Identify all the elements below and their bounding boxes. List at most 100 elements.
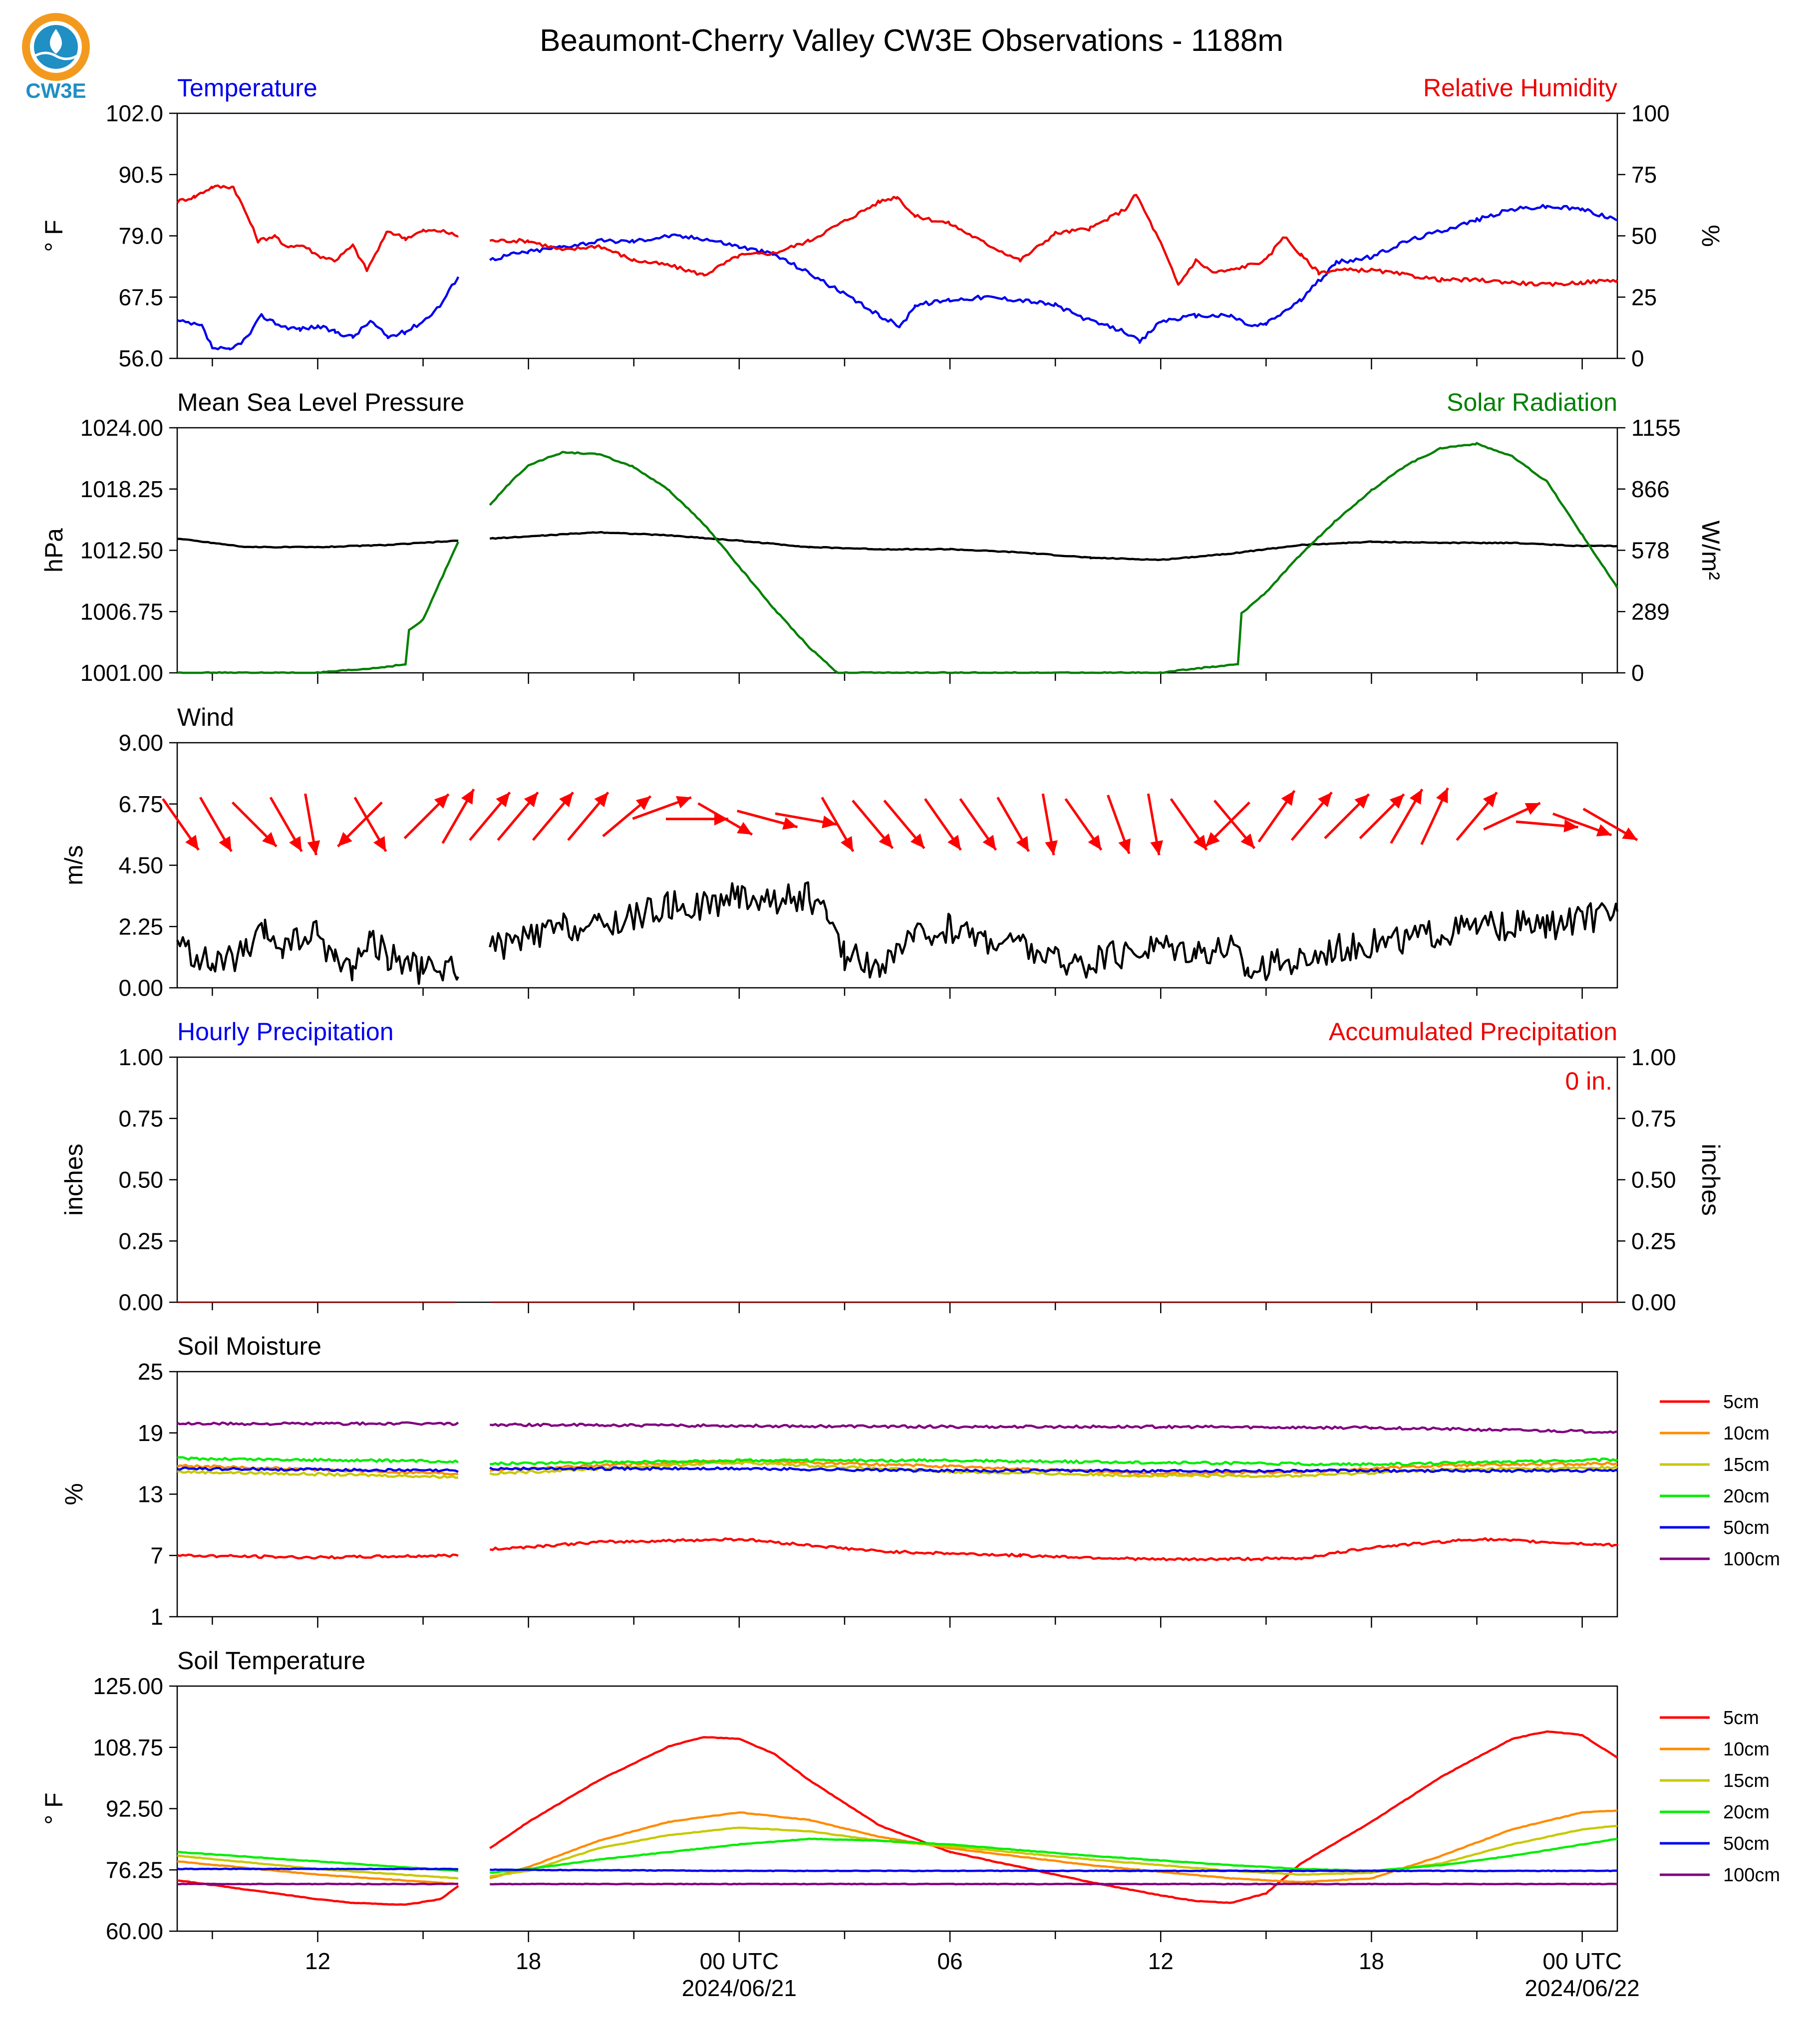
- wind-arrow: [1170, 798, 1208, 851]
- left-tick-label: 0.75: [118, 1106, 163, 1132]
- wave-icon: [34, 51, 78, 60]
- right-tick-label: 289: [1631, 598, 1670, 624]
- wind-arrow: [775, 812, 837, 829]
- left-tick-label: 60.00: [106, 1918, 163, 1944]
- left-tick-label: 19: [138, 1420, 163, 1446]
- accumulated-total-label: 0 in.: [1565, 1067, 1612, 1095]
- wind-arrow-head: [822, 815, 837, 829]
- series-line-50cm: [177, 1466, 1618, 1473]
- wind-arrow-head: [461, 789, 474, 805]
- logo-text: CW3E: [25, 79, 86, 102]
- left-tick-label: 0.00: [118, 975, 163, 1001]
- wind-arrow: [1107, 795, 1131, 855]
- left-tick-label: 67.5: [118, 284, 163, 310]
- right-unit-label: W/m²: [1697, 521, 1725, 580]
- wind-arrow-head: [1193, 835, 1207, 850]
- left-unit-label: inches: [60, 1144, 88, 1216]
- left-tick-label: 90.5: [118, 162, 163, 188]
- wind-arrow-head: [1389, 794, 1404, 809]
- left-tick-label: 1012.50: [80, 538, 163, 564]
- right-tick-label: 25: [1631, 284, 1657, 310]
- wind-arrow: [996, 797, 1030, 853]
- series-line-20cm: [177, 1456, 1618, 1467]
- wind-arrow: [924, 798, 962, 851]
- wind-arrow-head: [676, 796, 691, 809]
- right-tick-label: 0: [1631, 345, 1644, 371]
- left-tick-label: 0.00: [118, 1289, 163, 1315]
- left-tick-label: 1018.25: [80, 476, 163, 502]
- right-unit-label: %: [1697, 225, 1725, 247]
- panel-left-title: Soil Temperature: [177, 1647, 365, 1675]
- wind-arrow: [567, 791, 609, 841]
- left-tick-label: 92.50: [106, 1796, 163, 1822]
- x-tick-label: 00 UTC: [1542, 1948, 1621, 1974]
- wind-arrow: [1147, 793, 1163, 856]
- wind-arrow-head: [559, 792, 574, 808]
- wind-arrow: [497, 791, 539, 841]
- wind-arrow-head: [1150, 840, 1163, 856]
- x-tick-date-label: 2024/06/21: [682, 1975, 797, 2001]
- wind-arrow: [162, 798, 200, 851]
- wind-arrow-head: [337, 832, 352, 847]
- panel-pressure: 1001.00 1006.75 1012.50 1018.25 1024.00 0 289 5…: [40, 388, 1725, 686]
- x-tick-date-label: 2024/06/22: [1525, 1975, 1640, 2001]
- wind-arrow: [441, 788, 475, 844]
- wind-arrow: [737, 810, 798, 830]
- droplet-icon: [49, 29, 62, 54]
- chart-title: Beaumont-Cherry Valley CW3E Observations…: [540, 23, 1283, 58]
- panel-precip: 0.00 0.25 0.50 0.75 1.00 0.00 0.25 0.50 0.75 1.00…: [60, 1018, 1725, 1315]
- x-tick-label: 06: [937, 1948, 962, 1974]
- series-line-5cm: [177, 1537, 1619, 1562]
- wind-arrow: [1204, 801, 1250, 848]
- wind-arrow-head: [737, 822, 752, 835]
- wind-arrow: [1552, 812, 1612, 837]
- wind-arrow-head: [910, 833, 924, 849]
- left-tick-label: 1024.00: [80, 415, 163, 441]
- wind-arrow: [1516, 819, 1578, 833]
- panel-left-title: Wind: [177, 703, 234, 731]
- series-line-relative-humidity: [176, 184, 1618, 287]
- panel-right-title: Relative Humidity: [1423, 74, 1617, 102]
- wind-arrow: [883, 800, 925, 850]
- series-line-50cm: [177, 1867, 1618, 1872]
- series-line-temperature: [177, 204, 1618, 351]
- right-tick-label: 0.75: [1631, 1106, 1676, 1132]
- panel-left-title: Temperature: [177, 74, 317, 102]
- wind-arrow-head: [1483, 792, 1497, 808]
- series-line-10cm: [177, 1809, 1618, 1886]
- wind-arrow-head: [947, 835, 961, 850]
- panel-right-title: Accumulated Precipitation: [1329, 1018, 1617, 1046]
- left-tick-label: 125.00: [93, 1673, 163, 1699]
- wind-arrow: [697, 802, 753, 836]
- left-tick-label: 7: [150, 1542, 163, 1568]
- legend-label: 20cm: [1723, 1802, 1770, 1823]
- right-unit-label: inches: [1697, 1144, 1725, 1216]
- soil-moisture-legend: 5cm 10cm 15cm 20cm 50cm 100cm: [1660, 1392, 1780, 1570]
- wind-arrow: [1420, 787, 1449, 846]
- wind-arrow: [1041, 793, 1058, 856]
- series-line-mean-sea-level-pressure: [177, 531, 1618, 562]
- right-tick-label: 578: [1631, 538, 1670, 564]
- wind-arrow-head: [1524, 803, 1540, 815]
- panel-wind: 0.00 2.25 4.50 6.75 9.00 Wind m/s: [60, 703, 1638, 1001]
- wind-arrow-head: [373, 836, 386, 852]
- wind-arrow-head: [1596, 824, 1612, 837]
- left-unit-label: %: [60, 1483, 88, 1505]
- soil-temperature-legend: 5cm 10cm 15cm 20cm 50cm 100cm: [1660, 1708, 1780, 1886]
- legend-label: 20cm: [1723, 1486, 1770, 1507]
- wind-arrow-head: [434, 794, 449, 809]
- wind-arrow-head: [185, 835, 199, 850]
- wind-arrow-head: [1354, 794, 1369, 809]
- wind-arrow: [1213, 800, 1256, 850]
- wind-arrow-head: [1205, 832, 1220, 847]
- wind-arrow: [1290, 791, 1333, 841]
- left-tick-label: 56.0: [118, 345, 163, 371]
- wind-arrow: [469, 791, 511, 841]
- left-tick-label: 0.50: [118, 1167, 163, 1193]
- wind-arrow-head: [1622, 827, 1638, 840]
- wind-arrow-head: [1318, 792, 1332, 808]
- wind-arrow-head: [1409, 789, 1423, 805]
- wind-arrow: [1456, 791, 1498, 841]
